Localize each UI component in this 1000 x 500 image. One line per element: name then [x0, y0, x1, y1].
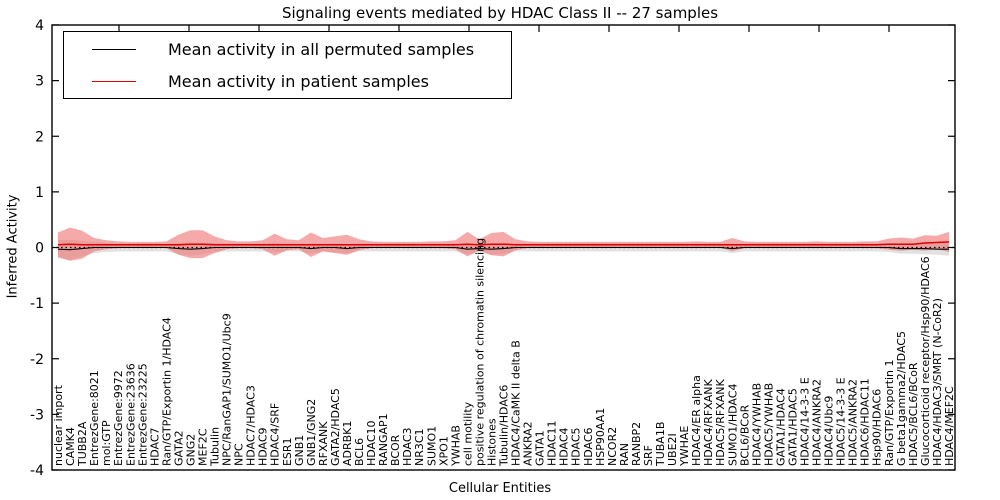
x-category-label: GATA2 — [172, 430, 185, 466]
x-category-label: HDAC4/ER alpha — [690, 375, 703, 466]
x-category-label: HDAC5/ANKRA2 — [847, 379, 860, 466]
patient-line-sample-icon — [92, 80, 136, 82]
x-category-label: EntrezGene:23636 — [124, 363, 137, 466]
x-category-label: Histones — [485, 418, 498, 466]
x-category-label: EntrezGene:8021 — [88, 370, 101, 466]
x-category-label: YWHAE — [678, 426, 691, 467]
x-category-label: BCL6 — [353, 438, 366, 466]
x-category-label: Tubulin/HDAC6 — [498, 385, 511, 467]
x-category-label: HDAC4/HDAC3/SMRT (N-CoR2) — [931, 298, 944, 466]
x-category-label: BCOR — [389, 434, 402, 466]
x-category-label: Glucocorticoid receptor/Hsp90/HDAC6 — [919, 256, 932, 466]
x-category-label: UBE2I — [666, 433, 679, 466]
x-category-label: SUMO1/HDAC4 — [726, 384, 739, 466]
x-category-label: MEF2C — [197, 428, 210, 466]
x-category-label: ADRBK1 — [341, 421, 354, 466]
x-category-label: HSP90AA1 — [594, 408, 607, 466]
x-category-label: RANBP2 — [630, 422, 643, 466]
x-category-label: Tubulin — [209, 427, 222, 467]
x-category-label: TUBA1B — [654, 422, 667, 467]
x-category-label: HDAC9 — [257, 427, 270, 466]
x-category-label: HDAC3 — [401, 427, 414, 466]
x-category-label: ANKRA2 — [522, 421, 535, 466]
x-category-label: Ran/GTP/Exportin 1 — [883, 359, 896, 466]
y-tick-label: 0 — [35, 241, 44, 257]
x-category-label: positive regulation of chromatin silenci… — [473, 238, 486, 466]
legend-label-patient: Mean activity in patient samples — [168, 71, 429, 91]
x-category-label: GNG2 — [184, 434, 197, 466]
x-category-label: HDAC5 — [570, 427, 583, 466]
patient-mean-line — [57, 241, 950, 246]
permuted-mean-line — [57, 246, 949, 251]
x-category-label: HDAC5/14-3-3 E — [835, 377, 848, 466]
x-category-label: HDAC5/BCL6/BCoR — [907, 362, 920, 466]
x-category-label: CAMK4 — [64, 427, 77, 466]
x-category-label: G beta1gamma2/HDAC5 — [895, 331, 908, 466]
x-category-label: HDAC5/YWHAB — [762, 383, 775, 466]
x-category-label: GNB1/GNG2 — [305, 399, 318, 466]
x-category-label: SRF — [642, 445, 655, 466]
x-category-label: Hsp90/HDAC6 — [871, 389, 884, 466]
x-category-label: ESR1 — [281, 437, 294, 466]
x-category-label: GNB1 — [293, 435, 306, 466]
y-tick-label: -1 — [30, 296, 44, 312]
x-category-label: HDAC4 — [558, 427, 571, 466]
x-category-label: HDAC5/RFXANK — [714, 378, 727, 466]
x-category-label: GATA2/HDAC5 — [329, 388, 342, 466]
x-category-label: NCOR2 — [606, 427, 619, 466]
y-tick-label: 3 — [35, 74, 44, 90]
x-category-label: TUBB2A — [76, 421, 89, 467]
x-category-label: RAN — [618, 443, 631, 466]
y-tick-label: -3 — [30, 407, 44, 423]
y-axis-label: Inferred Activity — [5, 194, 21, 299]
y-tick-label: 4 — [35, 18, 44, 34]
permuted-line-sample-icon — [92, 48, 136, 50]
y-tick-label: -4 — [30, 463, 44, 479]
x-category-label: NPC/RanGAP1/SUMO1/Ubc9 — [221, 313, 234, 466]
x-category-label: HDAC4/MEF2C — [943, 386, 956, 466]
y-tick-label: -2 — [30, 352, 44, 368]
x-category-label: GATA1/HDAC5 — [786, 388, 799, 466]
legend-row-patient: Mean activity in patient samples — [64, 66, 511, 96]
x-category-label: cell motility — [461, 401, 474, 466]
x-category-label: HDAC4/YWHAB — [750, 383, 763, 466]
x-category-label: GATA1 — [534, 430, 547, 466]
x-category-label: HDAC4/SRF — [269, 403, 282, 466]
chart-title: Signaling events mediated by HDAC Class … — [281, 4, 719, 22]
x-category-label: RANGAP1 — [377, 413, 390, 466]
x-category-label: HDAC10 — [365, 420, 378, 466]
x-category-label: HDAC4/RFXANK — [702, 378, 715, 466]
x-category-label: HDAC11 — [546, 420, 559, 466]
x-category-label: SUMO1 — [425, 426, 438, 466]
x-category-label: BCL6/BCoR — [738, 404, 751, 466]
x-category-label: HDAC7/HDAC3 — [245, 385, 258, 466]
x-category-label: HDAC6/HDAC11 — [859, 378, 872, 466]
x-category-label: RFXANK — [317, 421, 330, 466]
legend-box: Mean activity in all permuted samples Me… — [63, 31, 512, 99]
x-category-label: EntrezGene:9972 — [112, 370, 125, 466]
y-tick-label: 2 — [35, 129, 44, 145]
x-category-label: HDAC4/ANKRA2 — [811, 379, 824, 466]
x-category-label: GATA1/HDAC4 — [774, 388, 787, 466]
x-category-label: HDAC4/Ubc9 — [823, 396, 836, 466]
x-category-label: HDAC7 — [148, 427, 161, 466]
x-category-label: Ran/GTP/Exportin 1/HDAC4 — [160, 317, 173, 466]
legend-label-permuted: Mean activity in all permuted samples — [168, 39, 475, 59]
y-tick-label: 1 — [35, 185, 44, 201]
x-category-label: EntrezGene:23225 — [136, 363, 149, 466]
x-category-label: NR3C1 — [413, 428, 426, 466]
x-category-label: nuclear import — [52, 384, 65, 466]
x-category-label: HDAC6 — [582, 427, 595, 466]
x-category-label: NPC — [233, 443, 246, 466]
x-category-label: mol:GTP — [100, 420, 113, 466]
x-axis-label: Cellular Entities — [448, 481, 552, 496]
x-category-label: HDAC4/14-3-3 E — [799, 377, 812, 466]
x-category-label: HDAC4/CaMK II delta B — [510, 340, 523, 466]
x-category-label: XPO1 — [437, 436, 450, 466]
x-category-label: YWHAB — [449, 425, 462, 467]
legend-row-permuted: Mean activity in all permuted samples — [64, 34, 511, 64]
